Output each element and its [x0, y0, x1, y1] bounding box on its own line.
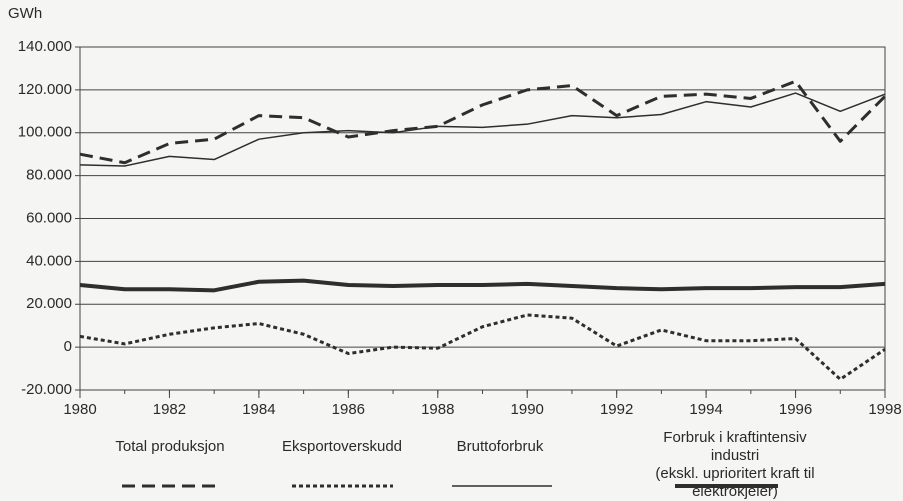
series-line — [79, 79, 887, 165]
x-tick-label: 1996 — [779, 401, 812, 418]
x-tick-label: 1982 — [153, 401, 186, 418]
y-tick-label: -20.000 — [21, 381, 72, 398]
legend-label: Forbruk i kraftintensiv industri (ekskl.… — [655, 429, 815, 500]
x-tick-label: 1990 — [511, 401, 544, 418]
y-tick-label: 20.000 — [26, 295, 72, 312]
legend-label: Total produksjon — [115, 438, 225, 455]
x-tick-label: 1984 — [242, 401, 275, 418]
y-tick-label: 60.000 — [26, 209, 72, 226]
y-tick-label: 140.000 — [18, 38, 72, 55]
y-tick-label: 40.000 — [26, 252, 72, 269]
series-line — [79, 92, 886, 167]
x-tick-label: 1998 — [868, 401, 901, 418]
y-tick-label: 0 — [64, 338, 72, 355]
y-tick-label: 120.000 — [18, 81, 72, 98]
series-line — [79, 313, 886, 381]
x-tick-label: 1986 — [332, 401, 365, 418]
y-tick-label: 80.000 — [26, 167, 72, 184]
x-tick-label: 1988 — [421, 401, 454, 418]
x-tick-label: 1980 — [63, 401, 96, 418]
y-tick-label: 100.000 — [18, 124, 72, 141]
legend-label: Eksportoverskudd — [281, 438, 403, 455]
series-line — [79, 278, 886, 293]
x-tick-label: 1994 — [689, 401, 722, 418]
legend-label: Bruttoforbruk — [456, 438, 544, 455]
x-tick-label: 1992 — [600, 401, 633, 418]
y-axis-label: GWh — [8, 5, 42, 22]
